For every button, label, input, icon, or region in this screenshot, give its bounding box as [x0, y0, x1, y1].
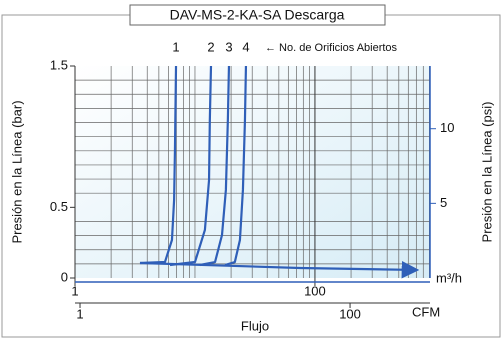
- curve: [169, 65, 213, 267]
- y-tick-label: 0.5: [50, 199, 68, 214]
- x-unit: m³/h: [436, 270, 462, 285]
- x2-tick-label: 100: [339, 306, 361, 321]
- y2-axis-label: Presión en la Línea (psi): [479, 102, 494, 243]
- x-tick-label: 100: [304, 283, 326, 298]
- series-label: 1: [172, 39, 179, 54]
- curve: [139, 65, 178, 265]
- x-axis-label: Flujo: [241, 318, 269, 333]
- title-box: [129, 4, 386, 26]
- x2-tick-label: 1: [76, 306, 83, 321]
- series-label: 2: [207, 39, 214, 54]
- y-tick-label: 1.5: [50, 57, 68, 72]
- x2-unit: CFM: [412, 304, 440, 319]
- curve: [224, 65, 248, 267]
- flow-line: [139, 260, 420, 279]
- series-label: 3: [225, 39, 232, 54]
- chart-title: DAV-MS-2-KA-SA Descarga: [170, 7, 345, 23]
- x-tick-label: 1: [71, 283, 78, 298]
- y2-tick-label: 5: [440, 195, 447, 210]
- annotation: ← No. de Orificios Abiertos: [265, 42, 398, 54]
- curve: [199, 65, 231, 267]
- y-tick-label: 0: [61, 269, 68, 284]
- y2-tick-label: 10: [440, 120, 454, 135]
- series-label: 4: [242, 39, 249, 54]
- y-axis-label: Presión en la Línea (bar): [9, 100, 24, 243]
